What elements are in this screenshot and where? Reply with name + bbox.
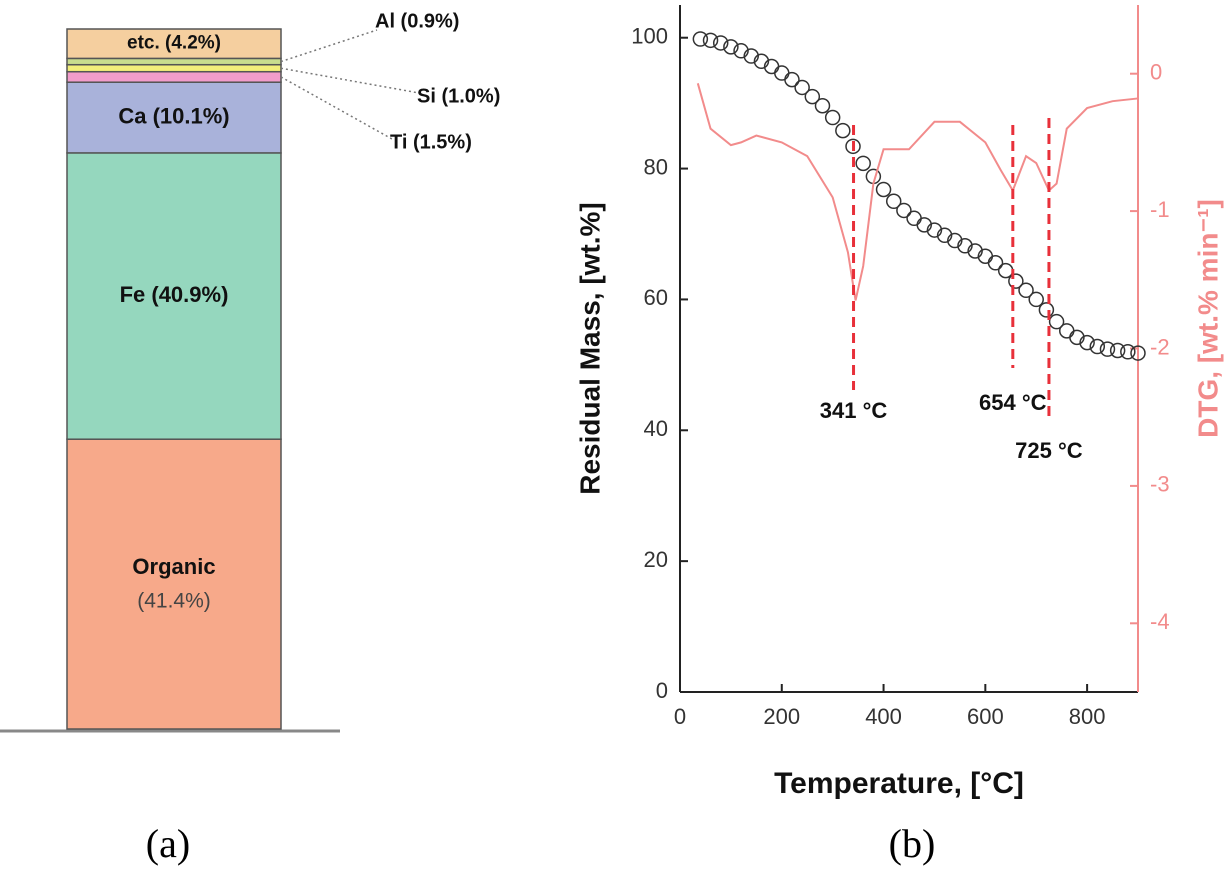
data-point (987, 255, 1004, 271)
segment-label: Al (0.9%) (375, 10, 459, 32)
y2-tick-label: 0 (1150, 60, 1162, 85)
data-point (824, 109, 841, 126)
y-tick-label: 80 (644, 154, 668, 179)
segment-label: Ca (10.1%) (118, 103, 229, 128)
data-point (1018, 282, 1034, 299)
data-point (692, 31, 709, 47)
data-point (702, 32, 719, 49)
data-point (1130, 345, 1146, 361)
data-point (1048, 313, 1065, 330)
y2-tick-label: -2 (1150, 334, 1170, 359)
segment-label: Si (1.0%) (417, 85, 500, 107)
leader-line (280, 76, 393, 140)
data-point (906, 210, 922, 227)
y-tick-label: 100 (631, 24, 668, 49)
data-point (1079, 334, 1095, 351)
y-tick-label: 40 (644, 416, 668, 441)
data-point (875, 181, 892, 198)
data-point (1120, 344, 1136, 360)
data-point (1008, 273, 1024, 289)
data-point (916, 217, 933, 233)
data-point (1109, 342, 1126, 359)
data-point (1069, 329, 1085, 346)
data-point (967, 243, 983, 259)
data-point (753, 53, 770, 70)
data-point (1059, 323, 1075, 339)
y2-tick-label: -3 (1150, 472, 1170, 497)
data-point (845, 138, 861, 155)
caption: (a) (146, 821, 190, 866)
y-tick-label: 60 (644, 285, 668, 310)
x-tick-label: 200 (763, 704, 800, 729)
y2-tick-label: -4 (1150, 609, 1170, 634)
data-point (1028, 291, 1044, 308)
data-point (712, 35, 729, 51)
data-point (733, 43, 749, 59)
dtg-line (696, 83, 1139, 301)
segment-label: Fe (40.9%) (120, 282, 229, 307)
annotation-label: 341 °C (820, 398, 888, 423)
y-tick-label: 20 (644, 547, 668, 572)
segment-label: (41.4%) (137, 590, 211, 613)
x-tick-label: 800 (1069, 704, 1106, 729)
data-point (1089, 338, 1106, 355)
y-axis-label: Residual Mass, [wt.%] (574, 202, 605, 495)
data-point (774, 65, 790, 81)
data-point (947, 232, 963, 249)
bar-segment (66, 70, 282, 83)
data-point (957, 238, 973, 254)
data-point (794, 79, 810, 96)
leader-line (280, 67, 420, 94)
x-tick-label: 400 (865, 704, 902, 729)
data-point (835, 122, 851, 139)
data-point (1099, 341, 1116, 357)
y2-axis-label: DTG, [wt.% min⁻¹] (1192, 199, 1223, 438)
data-point (814, 98, 831, 114)
data-point (743, 48, 759, 64)
segment-name: Organic (132, 554, 215, 579)
data-point (855, 155, 871, 172)
caption: (b) (889, 821, 936, 866)
x-tick-label: 0 (674, 704, 686, 729)
data-point (885, 193, 902, 210)
data-point (784, 71, 800, 88)
bar-segment (66, 63, 282, 73)
annotation-label: 654 °C (979, 390, 1047, 415)
bar-segment (66, 438, 282, 730)
y2-tick-label: -1 (1150, 197, 1170, 222)
x-axis-label: Temperature, [°C] (774, 767, 1024, 800)
data-point (936, 227, 953, 244)
bar-segment (66, 28, 282, 60)
x-tick-label: 600 (967, 704, 1004, 729)
leader-line (280, 29, 378, 63)
bar-segment (66, 57, 282, 66)
annotation-label: 725 °C (1015, 438, 1083, 463)
data-point (723, 39, 739, 55)
bar-segment (66, 81, 282, 154)
segment-label: Ti (1.5%) (390, 131, 472, 153)
data-point (804, 88, 821, 105)
segment-label: etc. (4.2%) (127, 33, 221, 54)
data-point (926, 222, 943, 238)
data-point (1038, 302, 1055, 318)
data-point (896, 202, 912, 219)
y-tick-label: 0 (656, 678, 668, 703)
bar-segment (66, 152, 282, 440)
